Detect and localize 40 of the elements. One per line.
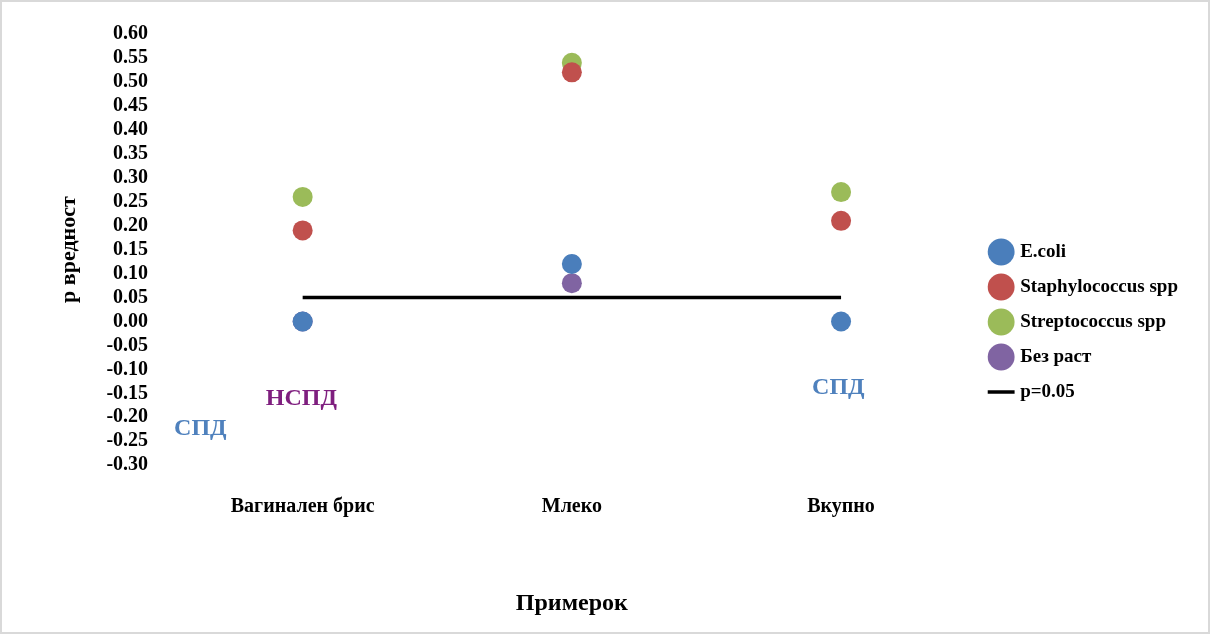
point	[561, 62, 582, 83]
annotation: НСПД	[265, 383, 338, 410]
annotation: СПД	[174, 413, 228, 440]
y-tick-label: 0.40	[113, 116, 149, 139]
y-tick-label: 0.20	[113, 212, 149, 235]
y-tick-label: 0.15	[113, 236, 149, 259]
legend-label: E.coli	[1020, 239, 1067, 261]
annotation: СПД	[812, 372, 866, 399]
y-tick-label: 0.35	[113, 140, 149, 163]
x-tick-label: Млеко	[541, 494, 602, 517]
legend-label: Streptococcus spp	[1020, 309, 1167, 331]
y-tick-label: -0.10	[106, 356, 149, 379]
x-axis-title: Примерок	[515, 588, 629, 615]
y-tick-label: 0.45	[113, 93, 149, 116]
x-tick-label: Вкупно	[807, 494, 875, 518]
y-tick-label: 0.50	[113, 69, 149, 92]
point	[561, 253, 582, 274]
y-axis-title: p вредност	[54, 196, 80, 303]
legend-label: p=0.05	[1020, 379, 1075, 401]
point	[831, 182, 852, 203]
legend-label: Staphylococcus spp	[1020, 274, 1179, 296]
x-tick-label: Вагинален брис	[230, 494, 375, 518]
y-tick-label: 0.05	[113, 284, 149, 307]
y-tick-label: 0.10	[113, 260, 149, 283]
y-tick-label: 0.00	[113, 308, 149, 331]
y-tick-label: 0.60	[113, 21, 149, 44]
y-tick-label: 0.55	[113, 45, 149, 68]
y-tick-label: -0.05	[106, 332, 149, 355]
y-tick-label: 0.30	[113, 164, 149, 187]
point	[561, 273, 582, 294]
point	[292, 186, 313, 207]
y-tick-label: -0.30	[106, 452, 149, 475]
y-tick-label: -0.15	[106, 380, 149, 403]
y-tick-label: -0.25	[106, 428, 149, 451]
point	[831, 210, 852, 231]
y-tick-label: -0.20	[106, 404, 149, 427]
point	[292, 220, 313, 241]
point	[831, 311, 852, 332]
legend-label: Без раст	[1020, 344, 1093, 366]
y-tick-label: 0.25	[113, 188, 149, 211]
